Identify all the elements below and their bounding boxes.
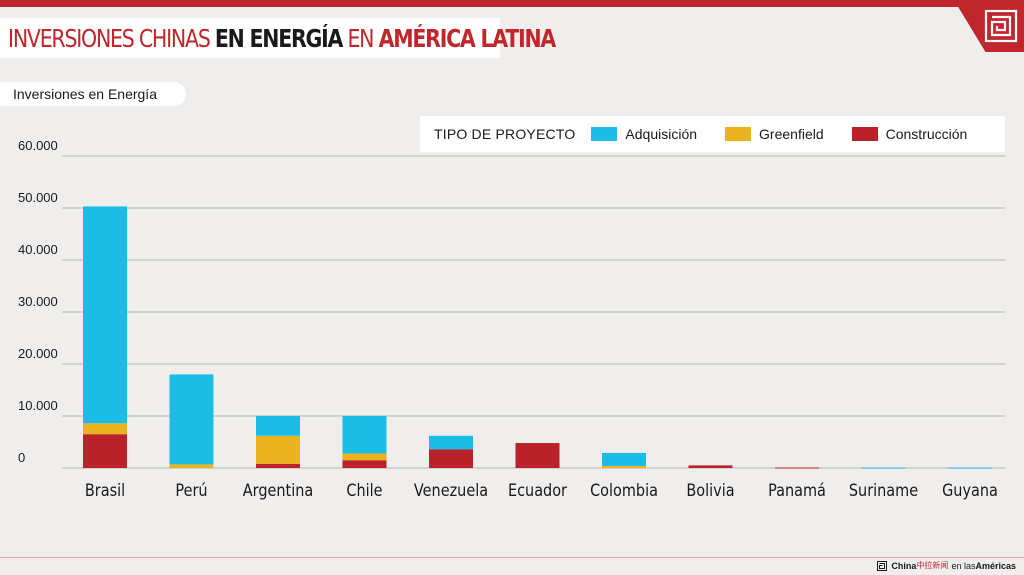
bar-greenfield-brasil (83, 423, 127, 435)
bar-construccion-panamá (775, 467, 819, 469)
legend-label: Construcción (885, 126, 968, 142)
footer-divider (0, 557, 1024, 558)
bar-adquisicion-guyana (948, 467, 992, 469)
title-banner: INVERSIONES CHINAS EN ENERGÍA EN AMÉRICA… (0, 18, 556, 58)
y-tick-label: 0 (18, 450, 25, 465)
footer-brand: China 中拉新闻 en las Américas (877, 560, 1016, 571)
bar-construccion-chile (342, 460, 387, 468)
bar-adquisicion-venezuela (429, 435, 473, 450)
x-tick-label: Ecuador (508, 480, 567, 500)
legend-item-greenfield: Greenfield (725, 126, 824, 142)
top-accent-bar (0, 0, 1024, 7)
bar-construccion-bolivia (688, 465, 733, 468)
y-tick-label: 10.000 (18, 398, 58, 413)
x-tick-label: Chile (346, 480, 382, 500)
x-tick-label: Bolivia (686, 480, 734, 500)
chart-subtitle: Inversiones en Energía (0, 82, 186, 106)
bar-construccion-argentina (256, 463, 300, 468)
chart-legend: TIPO DE PROYECTO Adquisición Greenfield … (420, 116, 1005, 152)
x-tick-label: Guyana (942, 480, 998, 500)
bar-construccion-brasil (83, 434, 127, 468)
bar-greenfield-perú (169, 464, 214, 468)
page-title: INVERSIONES CHINAS EN ENERGÍA EN AMÉRICA… (8, 23, 556, 53)
x-tick-label: Panamá (768, 480, 826, 500)
bar-adquisicion-argentina (256, 416, 300, 436)
bar-construccion-venezuela (429, 449, 473, 468)
bar-adquisicion-chile (342, 416, 387, 454)
footer-maze-logo-icon (877, 560, 888, 571)
y-tick-label: 50.000 (18, 190, 58, 205)
legend-label: Adquisición (625, 126, 698, 142)
x-tick-label: Suriname (849, 480, 918, 500)
x-tick-label: Colombia (590, 480, 658, 500)
x-tick-label: Brasil (85, 480, 125, 500)
bar-greenfield-chile (342, 453, 387, 461)
y-tick-label: 40.000 (18, 242, 58, 257)
stacked-bar-chart: 0 10.000 20.000 30.000 40.000 50.000 60.000 Bra… (18, 138, 1005, 500)
maze-logo-icon (984, 9, 1018, 43)
y-tick-label: 20.000 (18, 346, 58, 361)
legend-swatch-construccion (851, 127, 878, 141)
bar-construccion-ecuador (515, 443, 560, 468)
bar-greenfield-argentina (256, 435, 300, 464)
x-tick-label: Argentina (243, 480, 313, 500)
legend-swatch-greenfield (725, 127, 752, 141)
legend-swatch-adquisicion (591, 127, 618, 141)
bar-adquisicion-perú (169, 374, 214, 465)
bar-greenfield-colombia (602, 465, 646, 468)
legend-label: Greenfield (759, 126, 824, 142)
y-tick-label: 60.000 (18, 138, 58, 153)
legend-item-adquisicion: Adquisición (591, 126, 697, 142)
legend-title: TIPO DE PROYECTO (434, 126, 576, 142)
bar-adquisicion-suriname (861, 467, 906, 469)
x-tick-label: Perú (175, 480, 207, 500)
y-tick-label: 30.000 (18, 294, 58, 309)
x-tick-label: Venezuela (414, 480, 488, 500)
bar-adquisicion-colombia (602, 452, 646, 466)
bar-adquisicion-brasil (83, 206, 127, 424)
legend-item-construccion: Construcción (851, 126, 968, 142)
